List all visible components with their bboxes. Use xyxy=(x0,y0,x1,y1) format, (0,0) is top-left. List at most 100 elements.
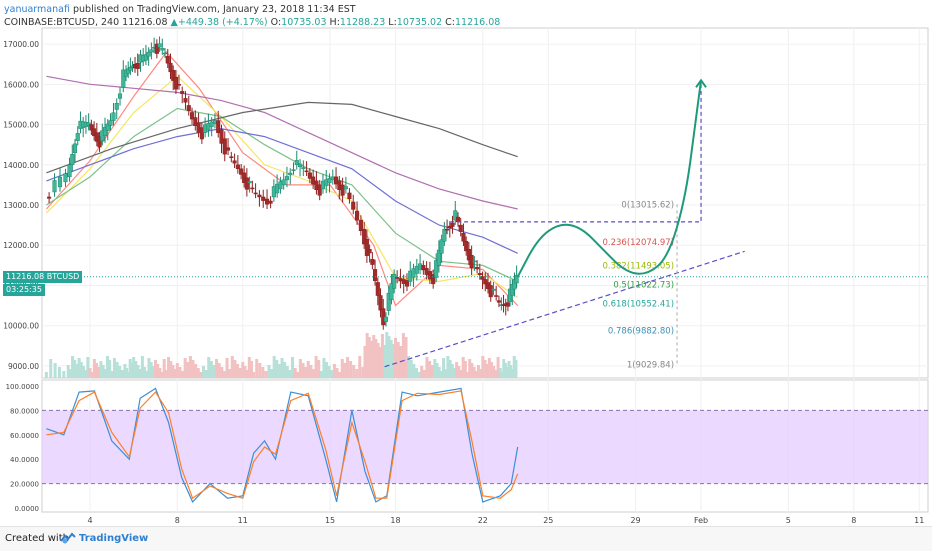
volume-bar xyxy=(209,361,213,378)
volume-bar xyxy=(68,369,72,378)
x-tick-label: 18 xyxy=(390,516,400,525)
stoch-y-tick-label: 80.0000 xyxy=(10,407,39,415)
candle-body xyxy=(261,196,266,201)
volume-bar xyxy=(103,369,107,378)
candle-body xyxy=(229,156,234,158)
volume-bar xyxy=(327,366,331,378)
volume-bar xyxy=(288,370,292,378)
candle-body xyxy=(298,163,303,168)
volume-bar xyxy=(151,366,155,378)
volume-bar xyxy=(498,368,502,378)
volume-bar xyxy=(118,366,122,378)
open-label: O: xyxy=(270,17,282,28)
y-tick-label: 16000.00 xyxy=(3,80,39,89)
candle-body xyxy=(114,102,119,110)
candle-body xyxy=(421,265,426,271)
volume-bar xyxy=(338,372,342,378)
volume-bar xyxy=(301,363,305,378)
volume-bar xyxy=(500,372,504,378)
volume-bar xyxy=(169,361,173,378)
volume-bar xyxy=(450,364,454,378)
candle-body xyxy=(232,160,237,164)
volume-bar xyxy=(167,357,171,378)
volume-bar xyxy=(496,357,500,378)
volume-bar xyxy=(79,362,83,378)
x-tick-label: 5 xyxy=(786,516,791,525)
volume-bar xyxy=(156,364,160,378)
volume-bar xyxy=(173,369,177,378)
candle-body xyxy=(472,260,477,263)
x-tick-label: 11 xyxy=(238,516,248,525)
volume-bar xyxy=(444,369,448,378)
fib-level-label: 1(9029.84) xyxy=(627,361,674,371)
volume-bar xyxy=(363,346,367,378)
candle-body xyxy=(154,43,159,54)
candle-body xyxy=(386,292,391,311)
volume-bar xyxy=(123,364,127,378)
candle-body xyxy=(340,184,345,196)
volume-bar xyxy=(125,368,129,378)
candle-body xyxy=(464,240,469,252)
author-link[interactable]: yanuarmanafi xyxy=(4,4,70,15)
volume-bar xyxy=(204,370,208,378)
candle-body xyxy=(117,93,123,99)
volume-bar xyxy=(442,358,446,378)
x-tick-label: 15 xyxy=(325,516,335,525)
volume-bar xyxy=(470,363,474,378)
candle-body xyxy=(180,91,185,94)
volume-bar xyxy=(49,359,53,378)
tradingview-brand-link[interactable]: TradingView xyxy=(79,533,149,544)
volume-bar xyxy=(507,361,511,378)
volume-bar xyxy=(255,359,259,378)
chart-canvas[interactable]: 0(13015.62) 0.236(12074.97) 0.382(11493.05… xyxy=(0,0,932,526)
volume-bar xyxy=(396,342,400,378)
candle-body xyxy=(160,48,165,51)
price-panel[interactable]: 0(13015.62) 0.236(12074.97) 0.382(11493.05… xyxy=(42,36,928,378)
volume-bar xyxy=(66,365,70,378)
candle-body xyxy=(111,112,116,121)
y-tick-label: 10000.00 xyxy=(3,322,39,331)
volume-bar xyxy=(53,363,57,378)
candle-body xyxy=(367,249,372,254)
volume-bar xyxy=(510,369,514,378)
volume-bar xyxy=(459,370,463,378)
volume-bar xyxy=(143,367,147,378)
volume-bar xyxy=(236,364,240,378)
candle-body xyxy=(149,49,154,53)
candle-body xyxy=(219,129,224,144)
volume-bar xyxy=(404,337,408,378)
candle-body xyxy=(209,121,214,127)
candle-body xyxy=(434,260,439,278)
volume-bar xyxy=(258,363,262,378)
fib-level-label: 0.618(10552.41) xyxy=(603,299,675,309)
volume-bar xyxy=(422,370,426,378)
candle-body xyxy=(358,219,363,232)
axes: 4 8 11 15 18 22 25 29 Feb 5 8 11 17000.00 16000.00 150… xyxy=(3,40,924,525)
candle-body xyxy=(165,55,170,64)
volume-bar xyxy=(437,367,441,378)
volume-bar xyxy=(455,362,459,378)
volume-bar xyxy=(414,368,418,378)
candle-body xyxy=(439,239,444,254)
volume-bar xyxy=(483,360,487,378)
volume-bar xyxy=(220,367,224,378)
candle-body xyxy=(89,124,94,131)
stoch-y-tick-label: 0.0000 xyxy=(15,505,40,513)
volume-bar xyxy=(311,369,315,378)
volume-bar xyxy=(92,359,96,378)
volume-bar xyxy=(309,365,313,378)
volume-bar xyxy=(44,372,48,378)
y-tick-label: 9000.00 xyxy=(8,362,39,371)
candle-body xyxy=(450,222,455,227)
candle-body xyxy=(75,133,80,141)
last-price-tag-symbol: BTCUSD xyxy=(46,272,80,281)
volume-bar xyxy=(412,364,416,378)
stochastic-panel[interactable] xyxy=(42,387,928,503)
volume-bar xyxy=(147,358,151,378)
stoch-y-tick-label: 60.0000 xyxy=(10,432,39,440)
volume-bar xyxy=(378,347,382,378)
x-tick-label: 8 xyxy=(851,516,856,525)
volume-bar xyxy=(361,367,365,378)
candle-body xyxy=(108,120,113,126)
candle-body xyxy=(461,232,466,242)
